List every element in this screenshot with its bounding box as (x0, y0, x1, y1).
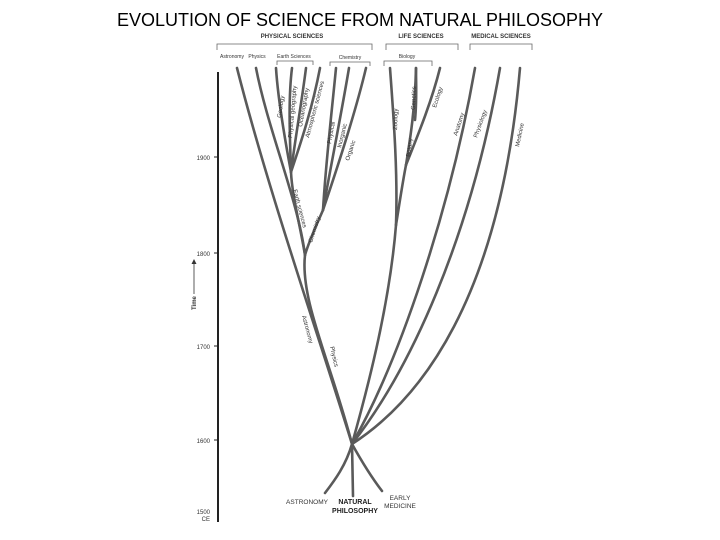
subgroup-physics: Physics (248, 54, 266, 60)
branch-ecology (404, 66, 442, 167)
label-medicine: Medicine (515, 122, 526, 147)
root-label-early: EARLY (390, 495, 411, 502)
branch-root-astronomy (323, 442, 354, 495)
branch-geology (274, 66, 293, 174)
branch-genetics (413, 66, 418, 122)
subgroup-earth-sciences: Earth Sciences (277, 54, 311, 60)
branch-physics-trunk (303, 253, 354, 446)
branch-organic (321, 66, 368, 212)
group-life-sciences: LIFE SCIENCES (398, 34, 443, 40)
subgroup-chemistry: Chemistry (339, 55, 362, 61)
bracket-earth-sciences (276, 60, 314, 65)
bracket-physical (216, 43, 373, 50)
root-label-natural: NATURAL (338, 499, 372, 506)
era-label: CE (202, 517, 210, 523)
tick-label-1800: 1800 (197, 252, 211, 258)
bracket-life (385, 43, 459, 50)
bracket-medical (469, 43, 533, 50)
time-axis-label: Time (192, 295, 198, 310)
branch-earth-sciences (289, 170, 307, 257)
branch-zoology (388, 66, 398, 227)
label-inorganic: Inorganic (337, 123, 349, 148)
label-physics: Physics (328, 346, 338, 367)
branch-biology-trunk (350, 223, 398, 446)
branch-medicine (350, 66, 522, 446)
label-zoology: Zoology (393, 109, 400, 131)
label-botany: Botany (406, 138, 415, 157)
time-arrow-icon (191, 259, 197, 264)
subgroup-biology: Biology (399, 54, 416, 60)
root-label-astronomy: ASTRONOMY (286, 499, 329, 506)
branch-atmospheric-sciences (289, 66, 322, 174)
branch-anatomy (350, 66, 477, 446)
branch-inorganic (321, 66, 351, 212)
label-organic: Organic (345, 140, 357, 162)
bracket-chemistry (329, 61, 371, 66)
branch-physiology (350, 66, 502, 446)
label-physical-geography: Physical geography (288, 85, 299, 138)
branch-physical-chemistry (321, 66, 338, 212)
branch-chemistry (303, 208, 325, 257)
root-label-philosophy: PHILOSOPHY (332, 508, 378, 515)
time-axis-label-group: Time (191, 259, 198, 310)
label-physical-chemistry: Physical (327, 121, 337, 144)
subgroup-astronomy: Astronomy (220, 54, 244, 60)
tick-label-1500: 1500 (197, 510, 211, 516)
root-label-medicine: MEDICINE (384, 503, 416, 510)
branch-root-natural-philosophy (350, 442, 355, 498)
tick-label-1700: 1700 (197, 345, 211, 351)
group-medical-sciences: MEDICAL SCIENCES (471, 34, 531, 40)
branch-biology-upper (394, 163, 408, 227)
group-physical-sciences: PHYSICAL SCIENCES (261, 34, 324, 40)
label-chemistry: Chemistry (308, 216, 322, 244)
branch-oceanography (289, 66, 308, 174)
branch-root-early-medicine (350, 442, 384, 493)
label-genetics: Genetics (411, 86, 418, 110)
label-geology: Geology (277, 95, 286, 118)
bracket-biology (383, 60, 433, 66)
tick-label-1900: 1900 (197, 156, 211, 162)
branch-physical-geography (288, 66, 294, 174)
tick-label-1600: 1600 (197, 439, 211, 445)
page-title: EVOLUTION OF SCIENCE FROM NATURAL PHILOS… (116, 10, 604, 30)
